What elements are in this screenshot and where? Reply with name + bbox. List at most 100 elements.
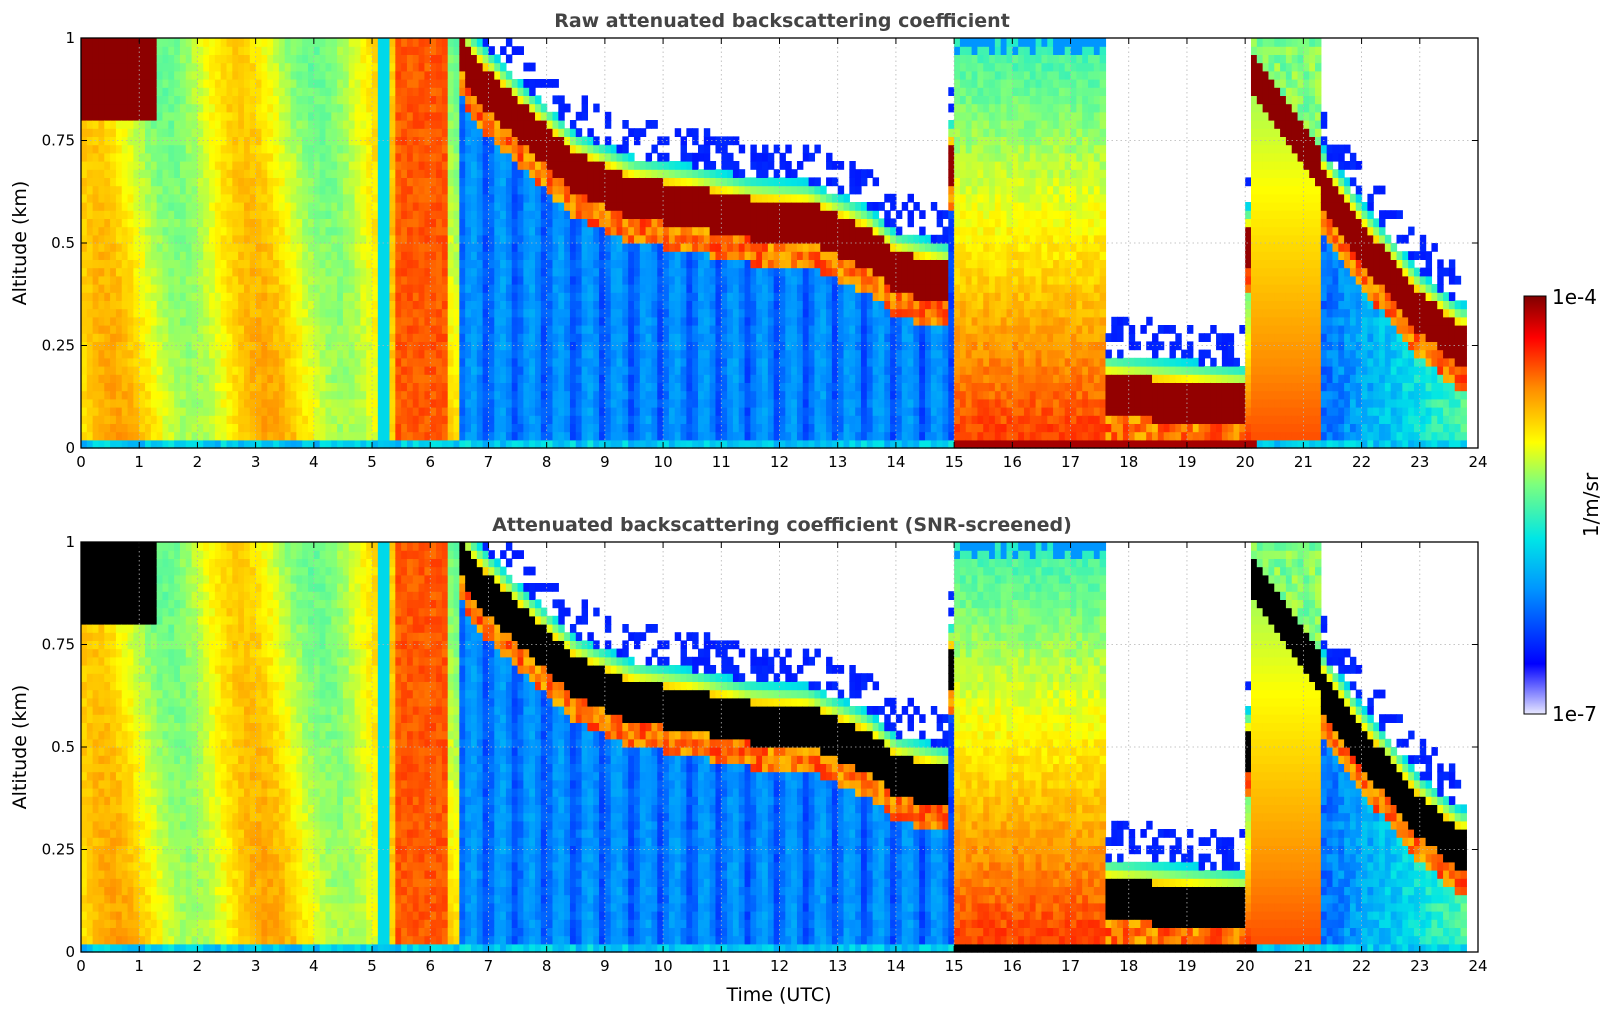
heatmap-cell (197, 185, 204, 195)
heatmap-cell (185, 357, 193, 367)
heatmap-cell (447, 169, 455, 178)
heatmap-cell (668, 398, 676, 408)
heatmap-cell (255, 95, 263, 105)
heatmap-cell (651, 267, 658, 277)
heatmap-cell (441, 390, 449, 400)
heatmap-cell (494, 357, 501, 367)
heatmap-cell (505, 284, 513, 293)
heatmap-cell (517, 407, 524, 416)
heatmap-cell (232, 398, 239, 408)
heatmap-cell (529, 431, 536, 441)
heatmap-cell (668, 275, 676, 285)
heatmap-cell (267, 316, 274, 326)
heatmap-cell (639, 423, 647, 433)
heatmap-cell (214, 79, 222, 88)
heatmap-cell (412, 87, 420, 96)
heatmap-cell (360, 275, 367, 285)
heatmap-cell (98, 415, 105, 424)
heatmap-cell (593, 185, 600, 195)
heatmap-cell (581, 415, 589, 424)
heatmap-cell (500, 87, 507, 96)
heatmap-cell (372, 341, 379, 351)
heatmap-cell (209, 431, 216, 441)
heatmap-cell (546, 357, 554, 367)
heatmap-cell (348, 234, 356, 244)
heatmap-cell (86, 46, 94, 55)
heatmap-cell (674, 439, 682, 449)
heatmap-cell (185, 79, 193, 88)
heatmap-cell (115, 46, 123, 55)
heatmap-cell (564, 423, 571, 433)
heatmap-cell (284, 234, 292, 244)
heatmap-cell (651, 300, 658, 310)
heatmap-cell (459, 374, 466, 383)
heatmap-cell (179, 398, 187, 408)
heatmap-cell (220, 374, 228, 383)
heatmap-cell (389, 169, 396, 178)
heatmap-cell (645, 234, 653, 244)
heatmap-cell (377, 144, 385, 154)
heatmap-cell (162, 300, 169, 310)
heatmap-cell (115, 144, 123, 154)
heatmap-cell (104, 70, 111, 80)
heatmap-cell (86, 407, 94, 416)
heatmap-cell (663, 284, 670, 293)
heatmap-cell (115, 292, 123, 301)
heatmap-cell (150, 284, 158, 293)
heatmap-cell (494, 341, 501, 351)
heatmap-cell (535, 79, 542, 88)
heatmap-cell (412, 161, 420, 170)
heatmap-cell (185, 202, 193, 211)
heatmap-cell (121, 398, 129, 408)
heatmap-cell (185, 226, 193, 236)
heatmap-cell (104, 95, 111, 105)
heatmap-cell (360, 292, 367, 301)
heatmap-cell (174, 284, 181, 293)
heatmap-cell (471, 382, 478, 392)
heatmap-cell (139, 243, 146, 252)
heatmap-cell (587, 161, 594, 170)
heatmap-cell (168, 226, 175, 236)
heatmap-cell (191, 251, 199, 260)
heatmap-cell (139, 95, 146, 105)
heatmap-cell (209, 103, 216, 113)
heatmap-cell (657, 374, 664, 383)
heatmap-cell (575, 202, 583, 211)
heatmap-cell (692, 366, 699, 375)
heatmap-cell (255, 431, 263, 441)
heatmap-cell (488, 95, 495, 105)
heatmap-cell (185, 349, 193, 359)
heatmap-cell (302, 185, 309, 195)
heatmap-cell (145, 407, 152, 416)
heatmap-cell (179, 177, 187, 187)
heatmap-cell (168, 300, 175, 310)
heatmap-cell (424, 38, 431, 47)
heatmap-cell (174, 103, 181, 113)
heatmap-cell (459, 95, 466, 105)
heatmap-cell (255, 87, 263, 96)
heatmap-cell (424, 390, 431, 400)
heatmap-cell (581, 267, 589, 277)
heatmap-cell (174, 333, 181, 342)
heatmap-cell (267, 439, 274, 449)
heatmap-cell (529, 357, 536, 367)
heatmap-cell (599, 152, 606, 162)
heatmap-cell (81, 226, 88, 236)
heatmap-cell (377, 79, 385, 88)
heatmap-cell (546, 79, 554, 88)
heatmap-cell (459, 111, 466, 121)
heatmap-cell (523, 300, 530, 310)
heatmap-cell (308, 169, 315, 178)
heatmap-cell (331, 46, 338, 55)
heatmap-cell (459, 243, 466, 252)
heatmap-cell (436, 111, 443, 121)
heatmap-cell (505, 439, 513, 449)
heatmap-cell (406, 185, 414, 195)
heatmap-cell (197, 415, 204, 424)
heatmap-cell (121, 415, 129, 424)
heatmap-cell (342, 210, 350, 219)
heatmap-cell (313, 308, 321, 318)
heatmap-cell (261, 62, 268, 72)
heatmap-cell (459, 128, 466, 137)
heatmap-cell (156, 177, 164, 187)
